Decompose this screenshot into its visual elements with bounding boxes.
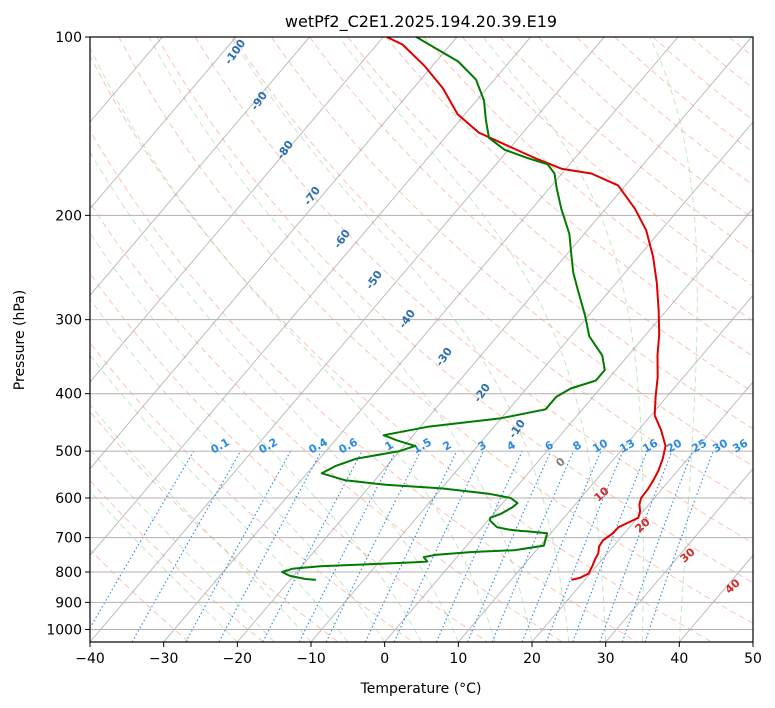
x-tick-label: 30 — [597, 651, 615, 667]
moist-adiabat — [90, 354, 349, 642]
plot-area — [90, 37, 753, 642]
moist-adiabat — [90, 298, 386, 642]
moist-adiabat — [148, 37, 533, 642]
y-tick-label: 200 — [55, 208, 82, 224]
pressure-grid — [90, 37, 753, 630]
y-axis-ticks: 100 200 300 400 500 600 700 800 900 1000 — [46, 30, 90, 638]
dry-adiabat — [90, 479, 264, 642]
isotherm — [90, 37, 458, 470]
dry-adiabat — [194, 37, 753, 544]
moist-adiabat — [338, 37, 607, 642]
y-tick-label: 100 — [55, 30, 82, 46]
x-tick-label: 20 — [523, 651, 541, 667]
chart-title: wetPf2_C2E1.2025.194.20.39.E19 — [285, 12, 557, 32]
dry-adiabat — [118, 37, 753, 624]
x-axis-title: Temperature (°C) — [360, 681, 482, 697]
dry-adiabat — [270, 37, 753, 467]
x-tick-label: 10 — [449, 651, 467, 667]
isotherm — [605, 467, 753, 642]
dry-adiabat — [90, 54, 712, 642]
y-tick-label: 1000 — [46, 622, 82, 638]
x-tick-label: −10 — [296, 651, 326, 667]
dry-adiabat — [90, 129, 638, 642]
mixing-ratio-line — [185, 450, 292, 642]
dry-adiabat — [461, 37, 753, 287]
isotherm — [90, 37, 237, 210]
isotherm — [531, 381, 753, 642]
isotherm — [236, 37, 752, 642]
y-tick-label: 600 — [55, 491, 82, 507]
moist-adiabat — [649, 37, 698, 642]
y-tick-label: 400 — [55, 387, 82, 403]
moist-adiabat — [90, 403, 312, 642]
dewpoint-profile — [281, 37, 606, 581]
x-tick-label: 0 — [380, 651, 389, 667]
y-tick-label: 300 — [55, 313, 82, 329]
moist-adiabat — [230, 37, 570, 642]
dry-adiabat — [309, 37, 753, 430]
x-axis-ticks: −40 −30 −20 −10 0 10 20 30 40 50 — [75, 642, 762, 667]
mixing-ratio-line — [545, 450, 624, 642]
x-tick-label: −40 — [75, 651, 105, 667]
mixing-ratio-line — [572, 450, 648, 642]
temperature-profile — [386, 37, 667, 581]
mixing-ratio-line — [521, 450, 602, 642]
isotherm — [90, 37, 384, 383]
dry-adiabat — [232, 37, 753, 505]
dry-adiabat — [90, 202, 563, 642]
y-tick-label: 700 — [55, 531, 82, 547]
plot-frame — [89, 36, 754, 643]
mixing-ratio-line — [218, 450, 322, 642]
x-tick-label: −30 — [149, 651, 179, 667]
mixing-ratio-line — [599, 450, 673, 642]
moist-adiabat — [90, 151, 459, 642]
dry-adiabat — [90, 410, 339, 642]
isotherm — [163, 37, 679, 642]
isotherm — [90, 37, 531, 557]
mixing-ratio-line — [644, 450, 714, 642]
x-tick-label: 40 — [670, 651, 688, 667]
mixing-ratio-line — [298, 450, 397, 642]
mixing-ratio-line — [466, 450, 552, 642]
dry-adiabat — [90, 548, 190, 642]
mixing-ratio-line — [325, 450, 422, 642]
isotherm — [310, 121, 753, 642]
y-tick-label: 800 — [55, 565, 82, 581]
y-axis-title: Pressure (hPa) — [12, 290, 28, 390]
isotherm — [90, 37, 605, 642]
isotherm — [90, 37, 310, 297]
mixing-ratio-line — [435, 450, 523, 642]
moist-adiabat — [90, 232, 422, 642]
x-tick-label: 50 — [744, 651, 762, 667]
mixing-ratio-line — [491, 450, 575, 642]
profile-series — [281, 37, 667, 581]
mixing-ratio-line — [621, 450, 693, 642]
y-tick-label: 900 — [55, 595, 82, 611]
x-tick-label: −20 — [223, 651, 253, 667]
isotherm — [384, 207, 753, 642]
moist-adiabat — [482, 37, 644, 642]
y-tick-label: 500 — [55, 444, 82, 460]
